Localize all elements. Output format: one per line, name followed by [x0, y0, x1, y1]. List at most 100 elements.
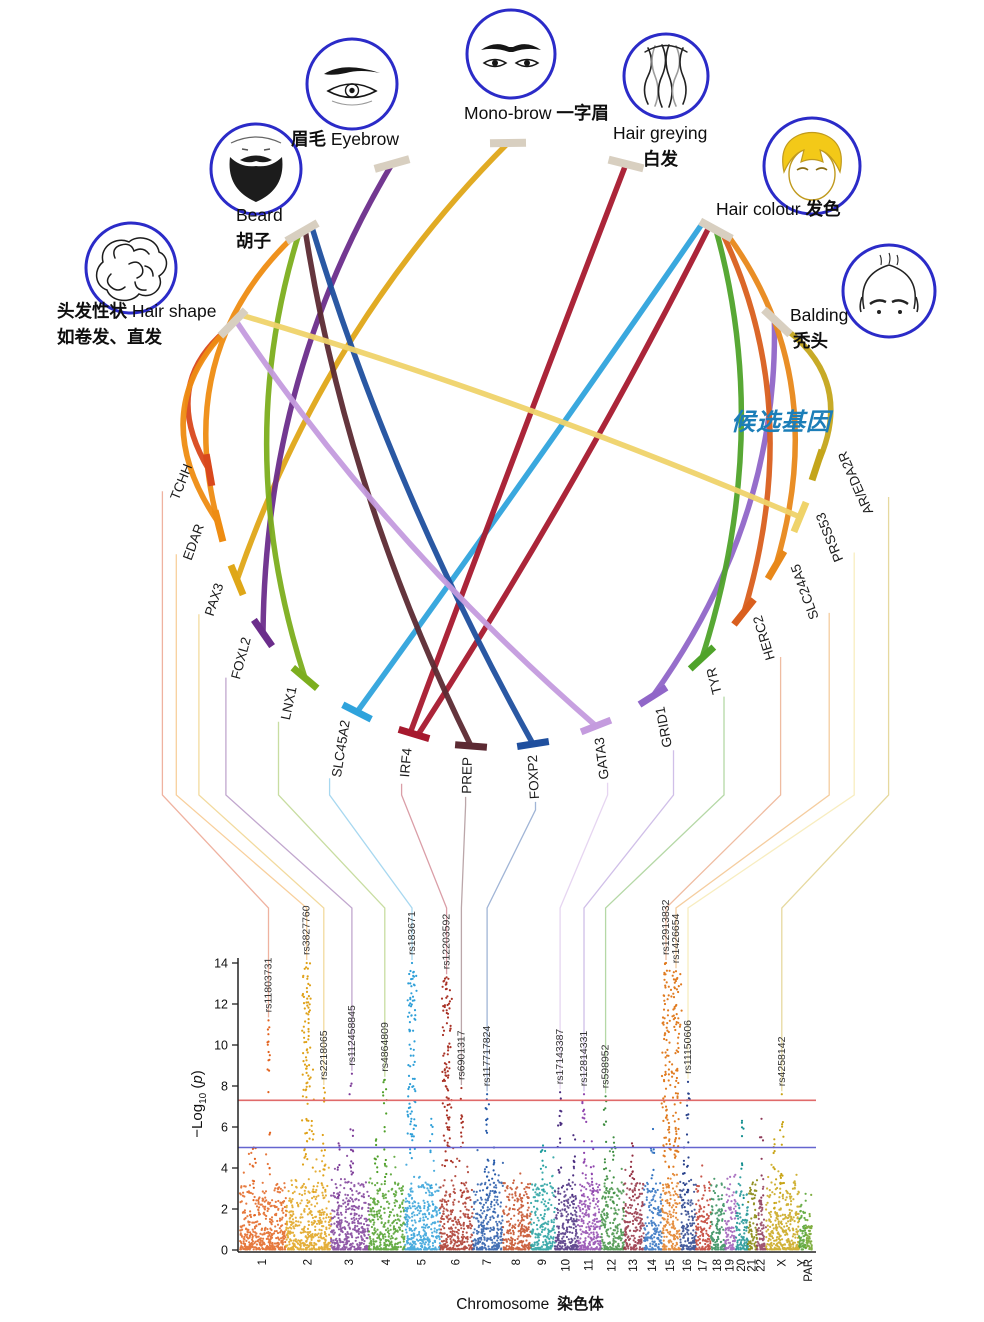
- manhattan-minor-peak-chr9: [539, 1144, 547, 1191]
- manhattan-peak-rs117717824: [483, 1093, 491, 1196]
- gene-label-FOXP2: FOXP2: [525, 755, 542, 800]
- chrom-label-20: 20: [736, 1259, 748, 1272]
- y-tick-label-12: 12: [214, 997, 228, 1011]
- snp-label-rs11803731: rs11803731: [263, 958, 275, 1013]
- manhattan-points-chr17: [695, 1164, 712, 1251]
- snp-label-rs12814331: rs12814331: [578, 1031, 590, 1087]
- snp-label-rs117717824: rs117717824: [481, 1026, 493, 1087]
- chrom-label-14: 14: [647, 1258, 659, 1271]
- gene-snp-connector-FOXP2: [486, 801, 537, 1092]
- chrom-label-4: 4: [381, 1258, 393, 1265]
- trait-hub-tick-balding: [761, 306, 793, 338]
- manhattan-minor-peak-chr6: [448, 1027, 454, 1164]
- eye-right: [263, 148, 271, 151]
- eye-right-outline: [514, 58, 540, 68]
- gene-tick-GRID1: [637, 684, 669, 708]
- manhattan-minor-peak-chr4: [373, 1138, 379, 1216]
- chrom-label-1: 1: [257, 1259, 269, 1265]
- eye-right: [815, 167, 828, 171]
- snp-label-rs112458845: rs112458845: [346, 1005, 358, 1066]
- manhattan-points-chr16: [679, 1172, 697, 1251]
- manhattan-peak-rs11803731: [266, 1019, 272, 1170]
- chrom-label-X: X: [777, 1259, 789, 1267]
- gene-tick-FOXP2: [516, 738, 550, 750]
- brow-right: [891, 299, 909, 305]
- trait-label-hair-shape: 头发性状 Hair shape 如卷发、直发: [57, 301, 217, 348]
- brow-left: [869, 299, 887, 305]
- yellow-hair-art: [782, 131, 842, 174]
- trait-label-beard: Beard 胡子: [236, 205, 283, 252]
- manhattan-peak-rs598952: [602, 1095, 609, 1199]
- mono-brow-art: [481, 44, 541, 52]
- icon-ring: [622, 32, 710, 120]
- manhattan-peak-rs1426654: [669, 970, 683, 1168]
- lower-lid: [331, 100, 373, 106]
- snp-label-rs183671: rs183671: [406, 911, 418, 955]
- y-tick-label-14: 14: [214, 956, 228, 970]
- trait-hub-ticks-layer: [217, 138, 793, 339]
- x-axis-title: Chromosome 染色体: [456, 1296, 604, 1313]
- link-HERC2-hair-colour: [719, 230, 773, 615]
- chrom-label-21: 21: [747, 1259, 759, 1272]
- y-tick-label-4: 4: [221, 1161, 228, 1175]
- snp-label-rs6901317: rs6901317: [455, 1030, 467, 1080]
- link-SLC45A2-hair-colour: [354, 220, 706, 715]
- manhattan-points-chr12: [600, 1147, 626, 1251]
- manhattan-points-chrY: [797, 1192, 807, 1251]
- y-tick-label-6: 6: [221, 1120, 228, 1134]
- manhattan-points-chr18: [710, 1177, 727, 1251]
- manhattan-minor-peak-chr16: [682, 1146, 687, 1209]
- chrom-label-19: 19: [725, 1259, 737, 1272]
- hair-greying-icon: [622, 32, 710, 120]
- gene-label-FOXL2: FOXL2: [228, 636, 254, 681]
- gene-snp-connectors-layer: [161, 491, 890, 1094]
- trait-hub-tick-mono-brow: [489, 138, 527, 148]
- gene-snp-connector-FOXL2: [225, 677, 353, 1071]
- manhattan-minor-peak-chr10: [571, 1134, 577, 1202]
- gene-snp-connector-PAX3: [198, 614, 325, 1085]
- manhattan-peak-rs112458845: [348, 1072, 355, 1190]
- manhattan-points-chr14: [643, 1151, 663, 1251]
- manhattan-points-chr2: [284, 1158, 333, 1251]
- gene-tick-AR/EDA2R: [808, 448, 826, 482]
- chrom-label-Y: Y: [797, 1259, 809, 1267]
- trait-label-balding: Balding 秃头: [790, 305, 849, 352]
- chrom-label-3: 3: [344, 1259, 356, 1265]
- manhattan-minor-peak-chr14: [649, 1127, 656, 1190]
- eye-right: [898, 310, 902, 314]
- gene-label-TCHH: TCHH: [167, 462, 195, 502]
- gene-tick-GATA3: [579, 716, 613, 736]
- snp-label-rs17143387: rs17143387: [554, 1029, 566, 1085]
- manhattan-points-chr5: [404, 1159, 442, 1251]
- link-TYR-hair-colour: [699, 227, 745, 661]
- manhattan-peak-rs2218065: [320, 1086, 327, 1191]
- chrom-label-8: 8: [511, 1259, 523, 1265]
- chrom-label-2: 2: [303, 1259, 315, 1265]
- gene-label-TYR: TYR: [703, 666, 724, 696]
- manhattan-peak-rs12913832: [660, 961, 673, 1169]
- snp-label-rs12203592: rs12203592: [441, 914, 453, 970]
- curly-hair-art: [95, 237, 168, 302]
- manhattan-points-chr8: [502, 1172, 533, 1251]
- trait-icons-layer: [84, 8, 937, 339]
- link-AR/EDA2R-balding: [776, 321, 834, 468]
- y-tick-label-8: 8: [221, 1079, 228, 1093]
- gene-tick-HERC2: [731, 597, 757, 627]
- manhattan-points-chr20: [734, 1176, 750, 1251]
- manhattan-peak-rs4258142: [779, 1093, 786, 1194]
- y-tick-label-0: 0: [221, 1243, 228, 1257]
- sparse-hair-art: [879, 252, 899, 266]
- brow-art: [324, 67, 380, 75]
- head-outline: [230, 136, 282, 144]
- gene-tick-SLC45A2: [341, 701, 373, 723]
- link-EDAR-hair-shape: [180, 322, 234, 525]
- manhattan-points-chr1: [238, 1151, 288, 1251]
- snp-label-rs598952: rs598952: [600, 1044, 612, 1088]
- side-hair-art: [859, 296, 919, 313]
- gene-snp-connector-TCHH: [161, 491, 270, 1018]
- manhattan-minor-peak-chrX: [772, 1138, 778, 1210]
- link-SLC24A5-hair-colour: [726, 234, 798, 568]
- manhattan-minor-peak-chr7: [490, 1146, 497, 1213]
- gene-label-PREP: PREP: [459, 757, 475, 794]
